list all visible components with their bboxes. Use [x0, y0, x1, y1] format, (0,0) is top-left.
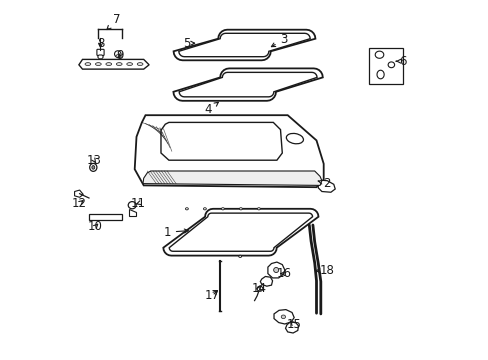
Ellipse shape	[221, 208, 224, 210]
Text: 3: 3	[271, 33, 287, 47]
Text: 9: 9	[116, 49, 124, 62]
Polygon shape	[260, 276, 272, 286]
Text: 14: 14	[251, 282, 266, 295]
Ellipse shape	[238, 255, 241, 257]
Text: 7: 7	[107, 13, 120, 30]
Ellipse shape	[95, 63, 101, 66]
Text: 8: 8	[97, 37, 104, 50]
Text: 18: 18	[315, 264, 334, 277]
Ellipse shape	[106, 63, 111, 66]
Polygon shape	[376, 70, 384, 79]
Ellipse shape	[126, 63, 132, 66]
Polygon shape	[79, 59, 149, 69]
Ellipse shape	[116, 55, 120, 58]
Text: 16: 16	[276, 267, 291, 280]
Polygon shape	[161, 122, 282, 160]
Polygon shape	[98, 55, 103, 59]
Polygon shape	[267, 262, 284, 278]
Ellipse shape	[203, 208, 206, 210]
Ellipse shape	[257, 286, 263, 291]
Ellipse shape	[89, 163, 97, 171]
Polygon shape	[179, 72, 316, 97]
Ellipse shape	[387, 62, 394, 68]
Text: 11: 11	[130, 197, 145, 210]
Polygon shape	[163, 209, 318, 256]
Polygon shape	[75, 190, 83, 197]
Ellipse shape	[273, 267, 278, 273]
Text: 17: 17	[204, 289, 219, 302]
Ellipse shape	[281, 315, 285, 319]
Polygon shape	[173, 30, 315, 60]
Ellipse shape	[239, 208, 242, 210]
Ellipse shape	[137, 63, 142, 66]
Text: 13: 13	[86, 154, 101, 167]
Polygon shape	[179, 33, 309, 57]
Polygon shape	[374, 51, 383, 58]
Ellipse shape	[85, 63, 91, 66]
Text: 4: 4	[204, 102, 218, 116]
Text: 10: 10	[87, 220, 102, 233]
Polygon shape	[173, 68, 322, 101]
Text: 12: 12	[72, 197, 87, 210]
Text: 5: 5	[183, 37, 194, 50]
Text: 2: 2	[317, 177, 330, 190]
Ellipse shape	[185, 208, 188, 210]
Polygon shape	[134, 115, 323, 187]
Polygon shape	[128, 209, 136, 216]
Polygon shape	[273, 310, 294, 324]
Text: 6: 6	[395, 55, 406, 68]
Polygon shape	[318, 180, 335, 192]
Ellipse shape	[116, 63, 122, 66]
FancyBboxPatch shape	[97, 49, 104, 55]
Ellipse shape	[114, 51, 121, 57]
Polygon shape	[142, 171, 321, 185]
Text: 1: 1	[163, 226, 188, 239]
Text: 15: 15	[286, 318, 301, 331]
Polygon shape	[285, 322, 298, 333]
Ellipse shape	[257, 208, 260, 210]
Ellipse shape	[92, 166, 95, 169]
Polygon shape	[169, 213, 312, 251]
Ellipse shape	[128, 202, 136, 209]
